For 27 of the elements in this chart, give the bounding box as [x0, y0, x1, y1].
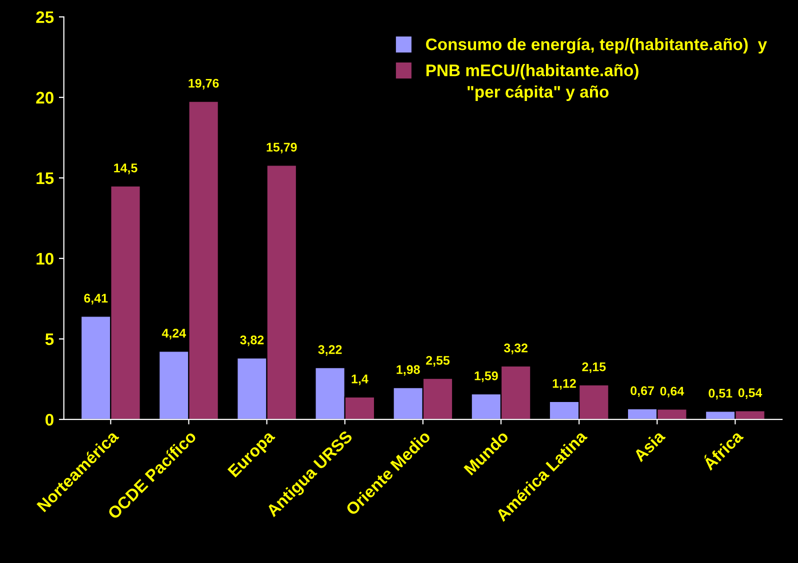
data-label: 0,51 — [708, 388, 732, 400]
data-label: 6,41 — [84, 294, 108, 304]
data-label: 14,5 — [114, 164, 138, 174]
legend-label: PNB mECU/(habitante.año) — [426, 64, 638, 80]
data-label: 1,98 — [396, 365, 420, 376]
y-tick-label: 10 — [36, 252, 54, 265]
y-tick-label: 20 — [36, 92, 54, 104]
data-label: 3,32 — [504, 344, 528, 354]
data-label: 0,64 — [660, 386, 684, 398]
y-tick-label: 5 — [45, 334, 54, 346]
y-tick-label: 25 — [36, 11, 54, 24]
data-label: 19,76 — [188, 78, 219, 90]
data-label: 1,4 — [352, 374, 368, 386]
data-label: 0,67 — [630, 386, 654, 397]
data-label: 1,59 — [474, 371, 498, 382]
data-label: 3,22 — [318, 345, 342, 356]
data-label: 3,82 — [240, 335, 264, 346]
annotation: "per cápita" y año — [468, 85, 609, 102]
data-label: 0,54 — [738, 388, 762, 399]
y-tick-label: 0 — [46, 414, 54, 426]
data-label: 15,79 — [266, 142, 297, 154]
data-label: 1,12 — [552, 378, 576, 390]
data-label: 2,15 — [582, 362, 606, 374]
legend-label: Consumo de energía, tep/(habitante.año) y — [426, 38, 767, 54]
data-label: 4,24 — [162, 328, 186, 340]
data-label: 2,55 — [426, 356, 450, 367]
y-tick-label: 15 — [36, 172, 54, 184]
